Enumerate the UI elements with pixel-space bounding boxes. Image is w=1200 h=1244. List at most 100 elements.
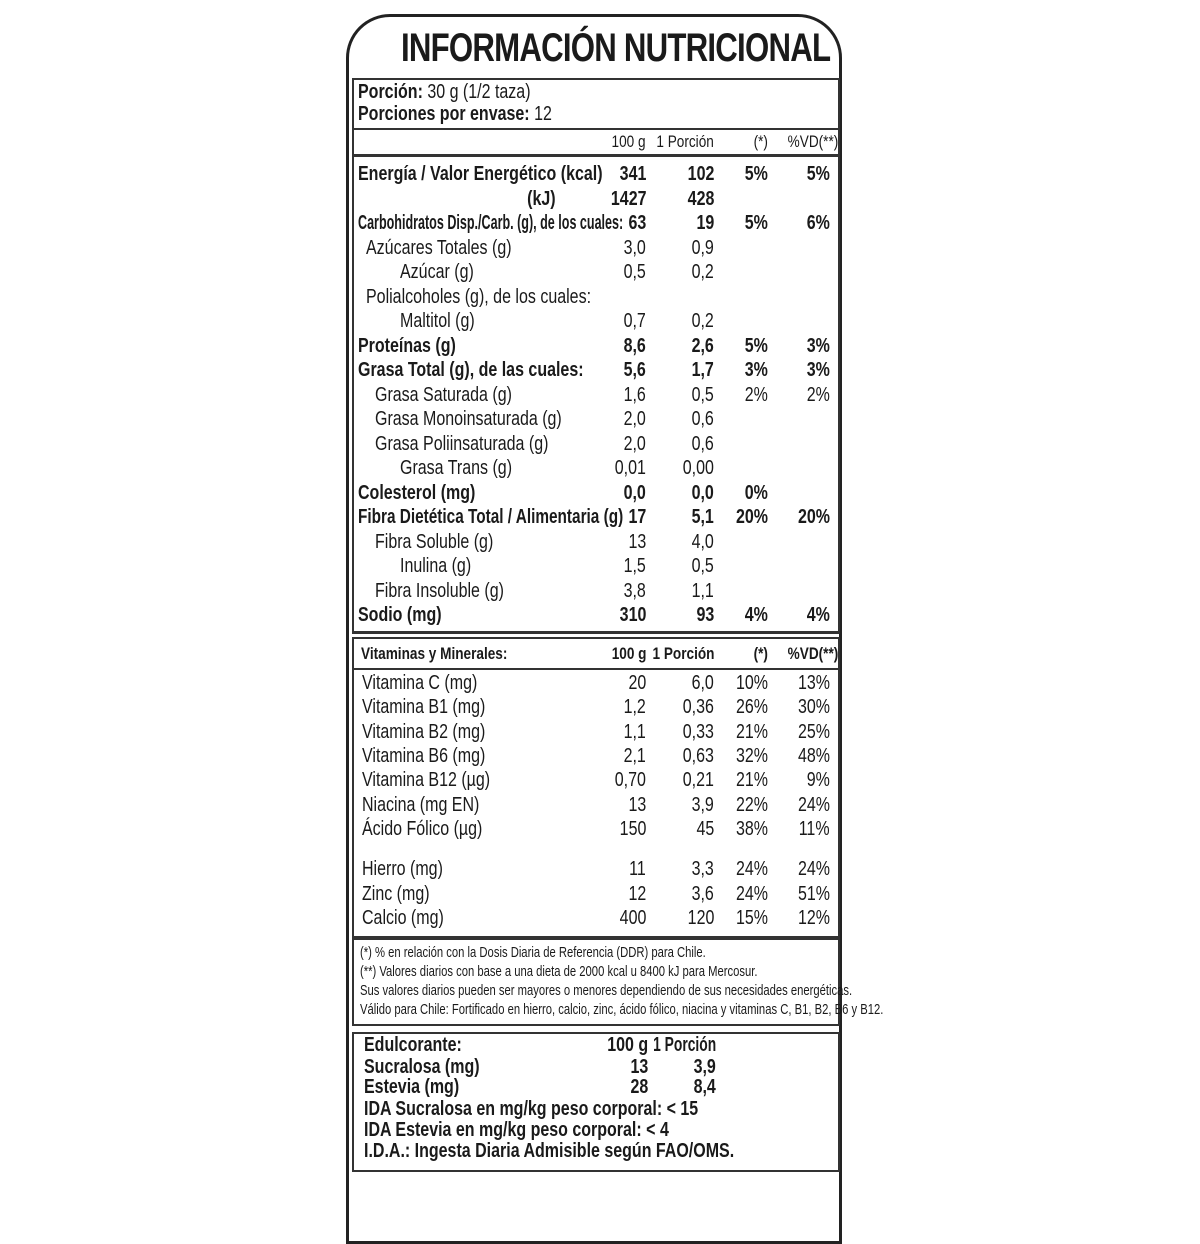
nutrient-value-v100: 1,6 — [623, 383, 646, 406]
nutrient-value-vpor: 0,2 — [691, 310, 714, 332]
column-header: %VD(**) — [787, 644, 838, 663]
label-title: INFORMACIÓN NUTRICIONAL — [401, 26, 831, 70]
footnotes-box — [352, 938, 840, 1026]
nutrient-value-vpor: 0,5 — [691, 555, 714, 577]
nutrient-label: Grasa Monoinsaturada (g) — [375, 408, 562, 430]
nutrient-label: Energía / Valor Energético (kcal) — [358, 163, 603, 185]
nutrient-value-v100: 1427 — [610, 187, 646, 210]
serving-size: Porción: 30 g (1/2 taza) — [358, 81, 531, 103]
nutrient-label: Sodio (mg) — [358, 604, 442, 626]
servings-per-pack-value: 12 — [534, 103, 552, 125]
vitamin-value-v100: 20 — [628, 672, 646, 694]
nutrient-label: Fibra Insoluble (g) — [375, 579, 504, 602]
vitamin-value-ddr: 24% — [735, 858, 768, 880]
nutrient-value-vpor: 1,1 — [691, 579, 714, 602]
nutrient-value-vd: 3% — [806, 334, 830, 357]
nutrient-value-vpor: 19 — [696, 212, 714, 234]
column-header: 1 Porción — [652, 644, 714, 663]
vitamin-value-vd: 12% — [797, 907, 830, 929]
vitamin-label: Zinc (mg) — [362, 882, 430, 905]
nutrient-label: Maltitol (g) — [400, 310, 475, 332]
nutrient-value-vpor: 5,1 — [691, 506, 714, 528]
sweetener-note: I.D.A.: Ingesta Diaria Admisible según F… — [364, 1140, 735, 1162]
vitamin-value-vd: 9% — [806, 769, 830, 792]
nutrient-value-ddr: 3% — [744, 359, 768, 381]
footnote: Sus valores diarios pueden ser mayores o… — [360, 982, 853, 999]
nutrient-label: Fibra Soluble (g) — [375, 530, 494, 553]
nutrient-value-vpor: 1,7 — [691, 359, 714, 381]
nutrient-value-vpor: 0,6 — [691, 408, 714, 430]
vitamin-value-vpor: 3,3 — [691, 858, 714, 880]
sweetener-value-portion: 8,4 — [693, 1076, 716, 1098]
nutrient-value-vpor: 0,00 — [682, 457, 714, 479]
sweetener-box — [352, 1032, 840, 1172]
vitamin-value-vd: 24% — [797, 793, 830, 816]
nutrient-value-vpor: 428 — [687, 187, 714, 210]
column-header: (*) — [753, 644, 768, 663]
column-header: 1 Porción — [653, 1034, 716, 1056]
vitamin-value-vpor: 3,9 — [691, 793, 714, 816]
vitamin-value-v100: 1,2 — [623, 696, 646, 719]
vitamin-value-ddr: 21% — [735, 769, 768, 792]
serving-size-label: Porción: — [358, 81, 423, 103]
nutrient-value-v100: 341 — [619, 163, 646, 185]
vitamin-label: Vitamina B2 (mg) — [362, 720, 486, 743]
nutrient-value-ddr: 5% — [744, 212, 768, 234]
nutrient-value-v100: 63 — [628, 212, 646, 234]
vitamin-value-v100: 150 — [619, 817, 646, 840]
nutrient-label: Grasa Poliinsaturada (g) — [375, 432, 549, 455]
sweetener-note: IDA Sucralosa en mg/kg peso corporal: < … — [364, 1098, 699, 1120]
column-header: 1 Porción — [656, 132, 714, 151]
vitamin-value-vd: 24% — [797, 858, 830, 880]
nutrient-value-v100: 2,0 — [623, 432, 646, 455]
vitamins-header-label: Vitaminas y Minerales: — [361, 644, 508, 663]
nutrient-value-v100: 310 — [619, 604, 646, 626]
vitamin-value-v100: 12 — [628, 882, 646, 905]
serving-size-value: 30 g (1/2 taza) — [427, 81, 531, 103]
vitamin-value-ddr: 38% — [735, 817, 768, 840]
nutrient-value-v100: 0,0 — [623, 481, 646, 504]
nutrient-label: Fibra Dietética Total / Alimentaria (g) — [358, 506, 624, 528]
nutrient-value-vd: 2% — [806, 383, 830, 406]
nutrient-value-v100: 3,8 — [623, 579, 646, 602]
vitamin-label: Vitamina B12 (µg) — [362, 769, 491, 792]
vitamin-value-vpor: 3,6 — [691, 882, 714, 905]
vitamin-value-ddr: 21% — [735, 720, 768, 743]
sweetener-value-portion: 3,9 — [693, 1056, 716, 1078]
vitamin-value-v100: 1,1 — [623, 720, 646, 743]
nutrient-value-vpor: 0,6 — [691, 432, 714, 455]
footnote: (*) % en relación con la Dosis Diaria de… — [360, 944, 706, 961]
nutrient-value-vpor: 2,6 — [691, 334, 714, 357]
footnote: (**) Valores diarios con base a una diet… — [360, 963, 758, 980]
sweetener-label: Sucralosa (mg) — [364, 1056, 480, 1078]
nutrient-label: Grasa Total (g), de las cuales: — [358, 359, 584, 381]
nutrient-value-v100: 13 — [628, 530, 646, 553]
nutrient-value-vpor: 102 — [687, 163, 714, 185]
vitamin-value-vpor: 0,21 — [682, 769, 714, 792]
vitamin-value-ddr: 22% — [735, 793, 768, 816]
nutrient-value-ddr: 5% — [744, 334, 768, 357]
nutrient-value-ddr: 5% — [744, 163, 768, 185]
vitamin-value-ddr: 15% — [735, 907, 768, 929]
vitamin-label: Ácido Fólico (µg) — [362, 817, 483, 840]
vitamin-value-v100: 400 — [619, 907, 646, 929]
nutrient-value-ddr: 0% — [744, 481, 768, 504]
vitamin-value-vpor: 0,63 — [682, 744, 714, 767]
sweetener-header-label: Edulcorante: — [364, 1034, 462, 1056]
vitamin-value-vd: 48% — [797, 744, 830, 767]
nutrient-label: Polialcoholes (g), de los cuales: — [366, 285, 592, 308]
vitamin-value-v100: 11 — [629, 858, 646, 880]
vitamin-value-vpor: 120 — [687, 907, 714, 929]
nutrient-value-vpor: 0,2 — [691, 261, 714, 283]
nutrient-value-vpor: 93 — [696, 604, 714, 626]
vitamin-value-vd: 13% — [797, 672, 830, 694]
column-header: (*) — [753, 132, 768, 151]
nutrient-label: Colesterol (mg) — [358, 481, 476, 504]
vitamin-value-vpor: 0,36 — [682, 696, 714, 719]
vitamin-value-vpor: 45 — [696, 817, 714, 840]
vitamin-label: Niacina (mg EN) — [362, 793, 480, 816]
nutrient-label: (kJ) — [527, 187, 556, 210]
nutrient-value-vpor: 4,0 — [691, 530, 714, 553]
nutrient-value-v100: 17 — [628, 506, 646, 528]
vitamin-value-vd: 11% — [799, 817, 830, 840]
